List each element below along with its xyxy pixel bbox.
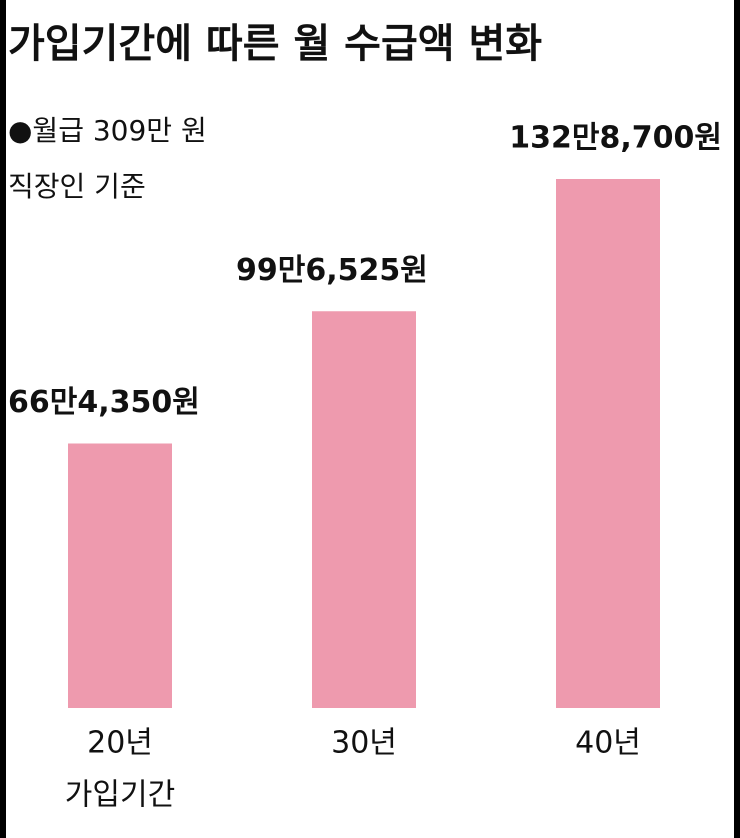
bar: [68, 443, 172, 708]
chart-subtitle: 직장인 기준: [8, 170, 146, 203]
x-tick-label: 30년: [331, 726, 397, 761]
chart-title: 가입기간에 따른 월 수급액 변화: [8, 21, 542, 67]
bar: [556, 179, 660, 708]
value-label: 99만6,525원: [236, 253, 428, 288]
chart-subtitle: ●월급 309만 원: [8, 114, 207, 147]
bar: [312, 311, 416, 708]
value-label: 66만4,350원: [8, 385, 200, 420]
x-tick-label: 20년: [87, 726, 153, 761]
x-axis-label: 가입기간: [65, 778, 175, 813]
value-label: 132만8,700원: [509, 121, 722, 156]
x-tick-label: 40년: [575, 726, 641, 761]
